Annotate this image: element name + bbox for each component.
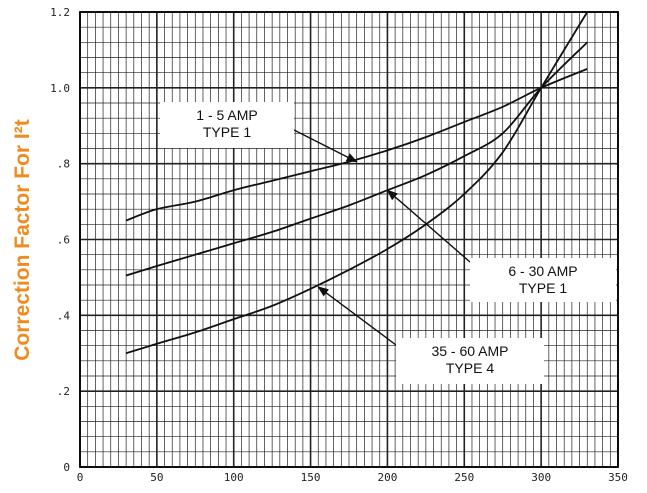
annotation-box <box>160 102 294 148</box>
annotation-arrow <box>386 189 471 263</box>
x-tick-label: 200 <box>377 471 397 484</box>
series-line-2 <box>125 41 588 277</box>
annotation-text: 1 - 5 AMP <box>196 107 257 123</box>
annotation-text: 6 - 30 AMP <box>508 263 577 279</box>
annotation-text: TYPE 1 <box>203 124 251 140</box>
y-tick-label: .6 <box>57 234 70 247</box>
annotation-text: 35 - 60 AMP <box>431 343 508 359</box>
series-line-3 <box>125 11 589 355</box>
x-tick-label: 150 <box>301 471 321 484</box>
y-axis-label: Correction Factor For I²t <box>11 119 35 361</box>
annotation-text: TYPE 4 <box>446 360 494 376</box>
annotation-arrow <box>293 129 358 163</box>
x-tick-label: 250 <box>454 471 474 484</box>
annotation-box <box>396 338 544 384</box>
x-tick-label: 300 <box>531 471 551 484</box>
x-tick-label: 350 <box>608 471 628 484</box>
y-tick-label: .4 <box>57 309 71 322</box>
tick-labels: 0 50 100 150 200 250 300 350 0 .2 .4 .6 .8 1.0 1.2 <box>50 6 628 484</box>
y-tick-label: 1.0 <box>50 82 70 95</box>
annotation-arrow <box>317 286 397 346</box>
plot-frame <box>79 11 619 468</box>
x-tick-label: 50 <box>150 471 163 484</box>
y-tick-label: .8 <box>57 158 70 171</box>
x-tick-label: 100 <box>224 471 244 484</box>
y-axis-label-wrap: Correction Factor For I²t <box>6 60 40 420</box>
y-tick-label: 0 <box>63 461 70 474</box>
y-tick-label: 1.2 <box>50 6 70 19</box>
x-tick-label: 0 <box>77 471 84 484</box>
grid <box>79 11 619 468</box>
annotation-box <box>470 258 616 302</box>
y-tick-label: .2 <box>57 385 70 398</box>
annotation-text: TYPE 1 <box>519 280 567 296</box>
